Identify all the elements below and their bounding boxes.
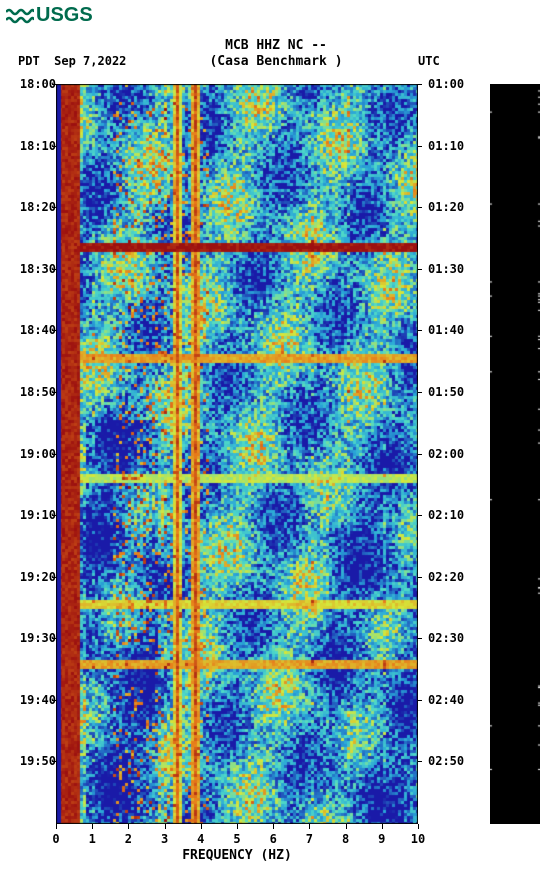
- x-tick: 1: [82, 832, 102, 846]
- x-tick: 6: [263, 832, 283, 846]
- y-left-tick: 18:30: [16, 262, 56, 276]
- y-right-tick: 01:20: [428, 200, 478, 214]
- y-right-tick: 02:50: [428, 754, 478, 768]
- x-tick: 8: [336, 832, 356, 846]
- amplitude-panel: [490, 84, 540, 824]
- y-left-tick: 19:00: [16, 447, 56, 461]
- x-tick: 0: [46, 832, 66, 846]
- y-right-tick: 01:30: [428, 262, 478, 276]
- y-right-tick: 02:00: [428, 447, 478, 461]
- y-left-tick: 19:30: [16, 631, 56, 645]
- y-right-tick: 02:20: [428, 570, 478, 584]
- title-line-1: MCB HHZ NC --: [0, 38, 552, 54]
- y-left-tick: 19:20: [16, 570, 56, 584]
- y-left-tick: 18:40: [16, 323, 56, 337]
- x-axis-label: FREQUENCY (HZ): [56, 848, 418, 863]
- y-left-tick: 18:20: [16, 200, 56, 214]
- y-right-tick: 01:40: [428, 323, 478, 337]
- x-tick: 9: [372, 832, 392, 846]
- spectrogram-canvas: [56, 84, 418, 824]
- y-right-tick: 01:50: [428, 385, 478, 399]
- wave-icon: [6, 6, 34, 26]
- y-right-tick: 02:10: [428, 508, 478, 522]
- y-left-tick: 19:40: [16, 693, 56, 707]
- y-right-tick: 01:10: [428, 139, 478, 153]
- y-right-tick: 02:40: [428, 693, 478, 707]
- x-tick: 2: [118, 832, 138, 846]
- y-left-tick: 19:50: [16, 754, 56, 768]
- y-left-tick: 18:00: [16, 77, 56, 91]
- logo-text: USGS: [36, 4, 93, 27]
- tz-right-label: UTC: [418, 54, 440, 68]
- spectrogram-plot: [56, 84, 418, 824]
- y-right-tick: 01:00: [428, 77, 478, 91]
- x-tick: 5: [227, 832, 247, 846]
- y-right-tick: 02:30: [428, 631, 478, 645]
- tz-left-label: PDT Sep 7,2022: [18, 54, 126, 68]
- usgs-logo: USGS: [6, 4, 93, 27]
- y-left-tick: 18:50: [16, 385, 56, 399]
- x-tick: 7: [299, 832, 319, 846]
- x-tick: 4: [191, 832, 211, 846]
- y-left-tick: 19:10: [16, 508, 56, 522]
- y-left-tick: 18:10: [16, 139, 56, 153]
- x-tick: 10: [408, 832, 428, 846]
- x-tick: 3: [155, 832, 175, 846]
